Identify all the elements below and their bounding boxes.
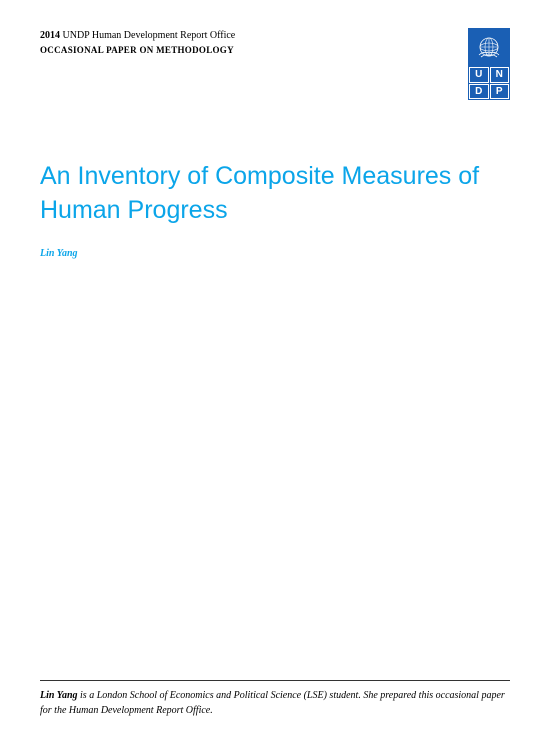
- footer-divider: [40, 680, 510, 681]
- logo-letter-d: D: [469, 84, 489, 100]
- title-section: An Inventory of Composite Measures of Hu…: [0, 100, 550, 259]
- header-line1: 2014 UNDP Human Development Report Offic…: [40, 28, 235, 43]
- footer-author-name: Lin Yang: [40, 690, 78, 701]
- logo-letter-p: P: [490, 84, 510, 100]
- undp-letters: U N D P: [468, 66, 510, 100]
- header-org: UNDP Human Development Report Office: [63, 30, 236, 41]
- document-title: An Inventory of Composite Measures of Hu…: [40, 160, 510, 228]
- footer: Lin Yang is a London School of Economics…: [40, 680, 510, 718]
- header-text-block: 2014 UNDP Human Development Report Offic…: [40, 28, 235, 58]
- author-name: Lin Yang: [40, 248, 510, 259]
- globe-icon: [474, 32, 504, 62]
- footer-bio-text: is a London School of Economics and Poli…: [40, 690, 505, 716]
- un-globe-icon: [468, 28, 510, 66]
- logo-letter-u: U: [469, 67, 489, 83]
- undp-logo: U N D P: [468, 28, 510, 100]
- logo-letter-n: N: [490, 67, 510, 83]
- footer-bio: Lin Yang is a London School of Economics…: [40, 689, 510, 718]
- header: 2014 UNDP Human Development Report Offic…: [0, 0, 550, 100]
- header-year: 2014: [40, 30, 60, 41]
- header-subtitle: OCCASIONAL PAPER ON METHODOLOGY: [40, 44, 235, 58]
